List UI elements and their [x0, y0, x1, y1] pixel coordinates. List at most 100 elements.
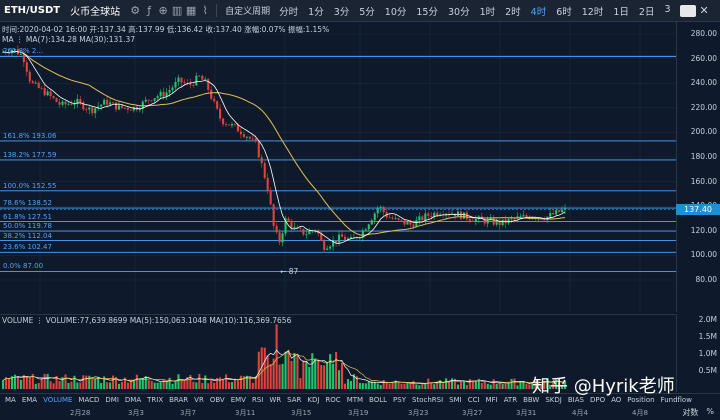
volume-chart[interactable]	[0, 314, 676, 393]
volume-bar	[516, 385, 519, 389]
bar-chart-icon[interactable]: ▥	[171, 4, 183, 17]
candle-body	[88, 107, 91, 110]
period-7[interactable]: 1时	[479, 6, 496, 18]
period-9[interactable]: 4时	[530, 6, 547, 18]
indicator-tab-10[interactable]: EMV	[230, 396, 246, 404]
volume-bar	[52, 383, 55, 389]
volume-bar	[468, 379, 471, 389]
pair-label[interactable]: ETH/USDT	[4, 5, 61, 16]
volume-bar	[183, 379, 186, 389]
period-5[interactable]: 15分	[416, 6, 438, 18]
indicator-tab-16[interactable]: MTM	[346, 396, 364, 404]
indicator-tab-30[interactable]: Fundflow	[660, 396, 692, 404]
volume-bar	[498, 382, 501, 389]
period-10[interactable]: 6时	[556, 6, 572, 18]
period-11[interactable]: 12时	[581, 6, 604, 18]
candle-body	[159, 91, 162, 97]
indicator-icon[interactable]: ƒ	[147, 4, 152, 17]
volume-bar	[287, 349, 290, 389]
indicator-tab-21[interactable]: CCI	[467, 396, 480, 404]
candle-body	[225, 124, 228, 126]
period-13[interactable]: 2日	[638, 6, 655, 18]
candle-body	[117, 105, 121, 110]
indicator-tab-14[interactable]: KDJ	[307, 396, 320, 404]
volume-bar	[459, 380, 463, 389]
volume-bar	[266, 355, 269, 389]
custom-period-button[interactable]: 自定义周期	[225, 7, 271, 17]
indicator-tab-0[interactable]: MA	[5, 396, 16, 404]
indicator-tab-25[interactable]: SKDJ	[545, 396, 562, 404]
candle-body	[489, 218, 492, 220]
candle-body	[552, 213, 555, 215]
scale-button-0[interactable]: 对数	[682, 408, 699, 417]
indicator-tab-11[interactable]: RSI	[251, 396, 264, 404]
volume-bar	[349, 380, 352, 389]
indicator-tab-26[interactable]: BIAS	[567, 396, 584, 404]
candle-body	[281, 233, 284, 243]
indicator-tab-28[interactable]: AO	[611, 396, 622, 404]
indicator-tab-18[interactable]: PSY	[393, 396, 406, 404]
grid-icon[interactable]: ▦	[185, 4, 197, 17]
period-6[interactable]: 30分	[447, 6, 470, 18]
scale-button-1[interactable]: %	[706, 407, 714, 416]
price-axis[interactable]: 280.00 260.00 240.00 220.00 200.00 180.00 160.…	[676, 22, 720, 312]
candle-body	[126, 107, 129, 110]
indicator-tab-29[interactable]: Position	[627, 396, 655, 404]
candle-body	[495, 220, 498, 225]
indicator-tab-20[interactable]: SMI	[449, 396, 462, 404]
indicator-tab-8[interactable]: VR	[194, 396, 204, 404]
volume-bar	[299, 378, 302, 389]
indicator-tab-5[interactable]: DMA	[124, 396, 142, 404]
candle-body	[293, 226, 296, 228]
candle-body	[320, 233, 323, 241]
price-chart[interactable]	[0, 22, 676, 312]
period-12[interactable]: 1日	[613, 6, 629, 18]
volume-bar	[510, 378, 513, 389]
volume-bar	[204, 375, 207, 389]
indicator-tab-13[interactable]: SAR	[287, 396, 302, 404]
period-2[interactable]: 3分	[333, 6, 350, 18]
indicator-tab-1[interactable]: EMA	[21, 396, 38, 404]
volume-bar	[115, 377, 118, 389]
period-1[interactable]: 1分	[308, 6, 324, 18]
indicator-tab-15[interactable]: ROC	[325, 396, 341, 404]
indicator-tab-2[interactable]: VOLUME	[43, 396, 73, 404]
line-chart-icon[interactable]: ⌇	[202, 4, 208, 17]
indicator-tab-23[interactable]: ATR	[503, 396, 518, 404]
volume-bar	[257, 351, 260, 389]
indicator-tab-9[interactable]: OBV	[209, 396, 225, 404]
period-14[interactable]: 3	[664, 3, 671, 15]
period-8[interactable]: 2时	[505, 6, 521, 18]
volume-bar	[504, 383, 507, 389]
screenshot-icon[interactable]	[679, 4, 696, 17]
period-3[interactable]: 5分	[359, 6, 375, 18]
volume-bar	[555, 379, 558, 389]
indicator-tab-22[interactable]: MFI	[485, 396, 498, 404]
candle-body	[213, 98, 216, 102]
volume-bar	[501, 384, 504, 389]
period-0[interactable]: 分时	[279, 6, 299, 18]
indicator-tab-12[interactable]: WR	[269, 396, 282, 404]
candle-body	[430, 215, 433, 217]
indicator-tab-3[interactable]: MACD	[78, 396, 100, 404]
candle-body	[49, 91, 52, 97]
volume-bar	[129, 380, 132, 389]
close-icon[interactable]: ✕	[699, 4, 709, 17]
volume-axis[interactable]: 2.0M 1.5M 1.0M 0.5M	[676, 314, 720, 392]
price-axis-label: 280.00	[690, 29, 717, 38]
volume-bar	[341, 362, 344, 389]
fib-label: 78.6% 138.52	[3, 199, 52, 208]
candle-body	[290, 220, 293, 228]
period-4[interactable]: 10分	[384, 6, 407, 18]
indicator-tab-19[interactable]: StochRSI	[412, 396, 444, 404]
indicator-tab-7[interactable]: BRAR	[169, 396, 189, 404]
indicator-tab-24[interactable]: BBW	[523, 396, 540, 404]
candle-body	[34, 82, 37, 84]
indicator-tab-27[interactable]: DPO	[589, 396, 606, 404]
indicator-tab-17[interactable]: BOLL	[369, 396, 388, 404]
compare-icon[interactable]: ⊕	[158, 4, 168, 17]
settings-icon[interactable]: ⚙	[130, 4, 141, 17]
volume-bar	[379, 385, 382, 389]
indicator-tab-6[interactable]: TRIX	[147, 396, 164, 404]
indicator-tab-4[interactable]: DMI	[105, 396, 119, 404]
